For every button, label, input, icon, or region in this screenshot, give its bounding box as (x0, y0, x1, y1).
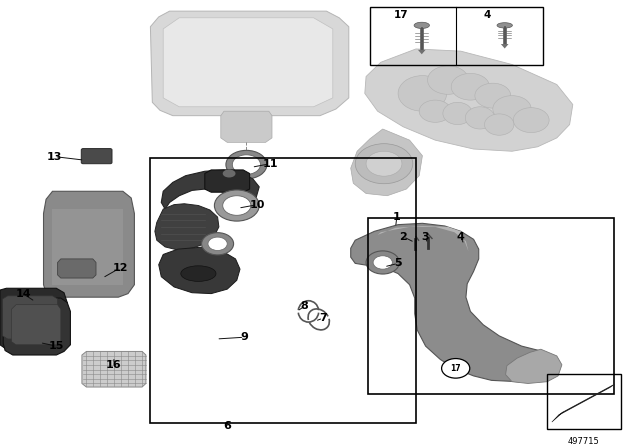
Bar (52, 209, 123, 285)
Circle shape (214, 190, 259, 221)
Polygon shape (558, 384, 615, 415)
Ellipse shape (475, 83, 511, 108)
Text: 1: 1 (393, 212, 401, 222)
Circle shape (202, 233, 234, 255)
Ellipse shape (223, 169, 236, 177)
Polygon shape (365, 49, 573, 151)
Ellipse shape (419, 100, 451, 122)
Text: 8: 8 (301, 301, 308, 311)
Text: 14: 14 (15, 289, 31, 299)
Text: 10: 10 (250, 200, 265, 210)
Text: 17: 17 (394, 10, 408, 20)
Bar (547, 374, 621, 429)
Ellipse shape (398, 76, 447, 111)
Text: 17: 17 (451, 364, 461, 373)
Text: 7: 7 (319, 313, 327, 323)
FancyBboxPatch shape (81, 149, 112, 164)
Circle shape (373, 256, 392, 269)
Circle shape (355, 144, 413, 184)
Bar (368, 218, 614, 394)
Bar (370, 7, 543, 65)
Text: 9: 9 (241, 332, 248, 342)
Circle shape (232, 155, 260, 174)
Polygon shape (12, 305, 61, 345)
Circle shape (366, 151, 402, 176)
Polygon shape (155, 204, 219, 250)
Polygon shape (501, 44, 509, 48)
Circle shape (208, 237, 227, 250)
Circle shape (442, 358, 470, 378)
Polygon shape (351, 129, 422, 196)
Text: 3: 3 (422, 232, 429, 241)
Circle shape (226, 151, 267, 179)
Bar (150, 158, 416, 422)
Polygon shape (205, 170, 250, 192)
Polygon shape (82, 351, 146, 387)
Polygon shape (506, 349, 562, 383)
Polygon shape (552, 412, 563, 422)
Text: 4: 4 (484, 10, 491, 20)
Text: 12: 12 (113, 263, 128, 273)
Polygon shape (3, 296, 58, 339)
Polygon shape (58, 259, 96, 278)
Text: 11: 11 (262, 159, 278, 169)
Ellipse shape (414, 22, 429, 29)
Polygon shape (3, 298, 70, 355)
Polygon shape (0, 288, 67, 349)
Text: 16: 16 (106, 360, 122, 370)
Polygon shape (418, 50, 426, 54)
Polygon shape (161, 170, 259, 209)
Text: 15: 15 (49, 341, 64, 351)
Polygon shape (44, 191, 134, 297)
Polygon shape (159, 247, 240, 293)
Polygon shape (378, 226, 468, 251)
Ellipse shape (428, 66, 468, 95)
Ellipse shape (181, 266, 216, 281)
Polygon shape (221, 111, 272, 142)
Text: 4: 4 (457, 232, 465, 241)
Ellipse shape (451, 73, 490, 100)
Polygon shape (351, 223, 557, 382)
Ellipse shape (497, 23, 513, 28)
Text: 13: 13 (47, 151, 62, 162)
Circle shape (366, 251, 399, 274)
Ellipse shape (443, 102, 472, 125)
Polygon shape (150, 11, 349, 116)
Ellipse shape (465, 107, 495, 129)
Text: 6: 6 (223, 421, 231, 431)
Text: 5: 5 (394, 258, 402, 268)
Ellipse shape (493, 95, 531, 122)
Text: 497715: 497715 (568, 437, 600, 446)
Circle shape (223, 196, 251, 215)
Ellipse shape (513, 108, 549, 133)
Text: 2: 2 (399, 232, 407, 241)
Polygon shape (163, 18, 333, 107)
Ellipse shape (484, 114, 514, 135)
